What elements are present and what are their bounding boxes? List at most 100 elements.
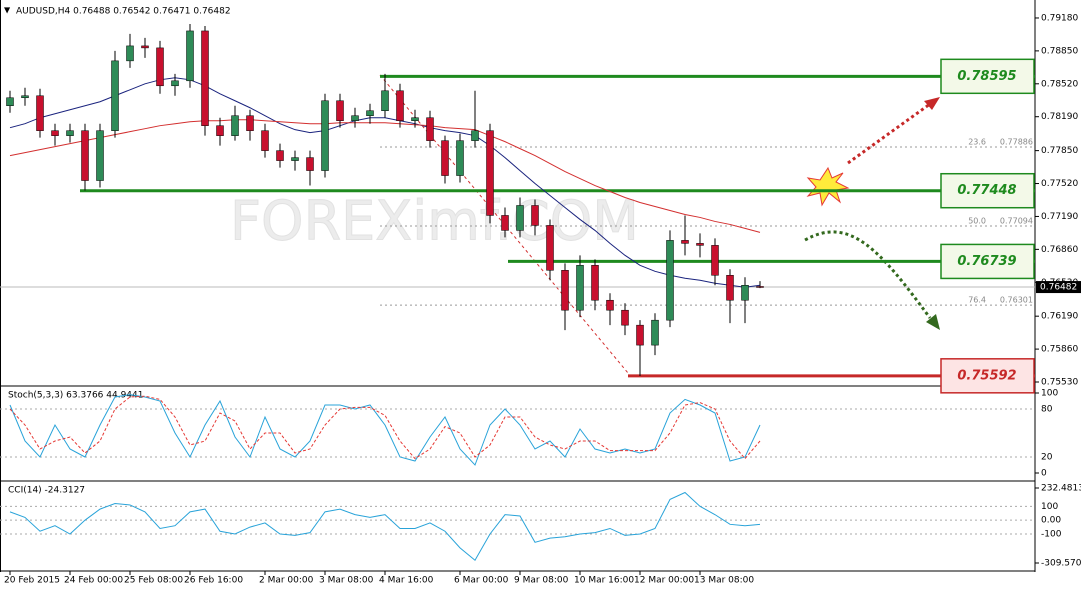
y-tick-label: 0.76190 [1041,312,1078,322]
y-tick-label: 0.78850 [1041,46,1078,56]
level-box [940,358,1035,394]
candle-body [81,130,89,181]
down-arrow-head [926,314,940,330]
candle-body [6,97,14,106]
x-tick-label: 26 Feb 16:00 [184,576,243,586]
candle-body [126,45,134,62]
level-box [940,172,1035,209]
y-tick-label: 0.77850 [1041,146,1078,156]
candle-body [681,240,689,244]
candle-body [186,30,194,82]
candle-body [291,157,299,161]
y-tick-label: 100 [1041,502,1058,512]
fib-price: 0.77886 [1000,138,1033,147]
candle-body [66,130,74,136]
x-tick-label: 4 Mar 16:00 [379,576,434,586]
breakout-star [806,166,850,207]
watermark: FOREXimf.COM [230,190,639,253]
candle-body [96,130,104,181]
candle-body [261,130,269,151]
candle-body [456,140,464,176]
candle-body [381,90,389,111]
y-tick-label: 0.75860 [1041,345,1078,355]
candle-body [516,205,524,231]
x-tick-label: 6 Mar 00:00 [454,576,509,586]
candle-body [591,265,599,301]
moving-average [9,119,761,233]
candle-body [576,265,584,311]
candle-body [636,324,644,346]
candle-body [726,275,734,301]
candle-body [216,125,224,136]
candle-body [321,100,329,171]
candle-body [111,60,119,131]
level-label: 0.75592 [957,368,1016,383]
candle-body [441,140,449,176]
current-price-box [1036,281,1081,294]
menu-marker: ▼ [4,6,11,15]
y-tick-label: 0.77190 [1041,212,1078,222]
x-tick-label: 10 Mar 16:00 [574,576,634,586]
candle-body [621,309,629,326]
candle-body [696,243,704,246]
fib-ratio: 50.0 [968,217,986,226]
y-tick-label: 80 [1041,405,1053,415]
y-tick-label: 232.4813 [1041,484,1081,494]
candle-body [21,95,29,99]
down-arrow [804,230,932,319]
cci-line [9,491,761,562]
candle-body [201,30,209,126]
candle-body [486,130,494,216]
candle-body [366,110,374,116]
candle-body [141,45,149,49]
candle-body [531,205,539,226]
fib-ratio: 23.6 [968,138,986,147]
x-tick-label: 9 Mar 08:00 [514,576,569,586]
stoch-main [9,394,761,466]
arrows [804,97,940,330]
x-tick-label: 3 Mar 08:00 [319,576,374,586]
x-tick-label: 13 Mar 08:00 [694,576,754,586]
y-tick-label: 0.75530 [1041,378,1078,388]
candle-body [561,270,569,311]
y-tick-label: -309.5705 [1041,559,1081,569]
moving-average [9,77,761,288]
fib-price: 0.76301 [1000,296,1033,305]
chart-title: AUDUSD,H4 0.76488 0.76542 0.76471 0.7648… [16,7,231,17]
candle-body [501,215,509,231]
up-arrow [847,102,931,165]
y-tick-label: -100 [1041,530,1062,540]
candle-body [246,115,254,131]
candle-body [711,245,719,276]
candle-body [651,319,659,346]
fib-ratio: 76.4 [968,296,986,305]
candle-body [396,90,404,121]
y-tick-label: 0.77520 [1041,179,1078,189]
up-arrow-head [924,97,940,110]
level-label: 0.77448 [957,183,1016,198]
candle-body [426,117,434,141]
y-tick-label: 20 [1041,453,1053,463]
level-label: 0.78595 [957,69,1016,84]
candle-body [756,286,764,288]
candle-body [351,115,359,121]
level-box [940,58,1035,95]
candle-body [606,299,614,311]
candle-body [156,47,164,87]
y-tick-label: 0.00 [1041,516,1061,526]
candle-body [336,100,344,121]
stoch-signal [9,395,761,460]
y-tick-label: 0.78190 [1041,112,1078,122]
candle-body [411,117,419,121]
y-tick-label: 0.79180 [1041,13,1078,23]
candle-body [546,225,554,271]
candle-body [276,150,284,161]
y-tick-label: 100 [1041,389,1058,399]
candle-body [171,80,179,87]
candle-body [741,285,749,301]
candle-body [36,95,44,131]
candle-body [231,115,239,136]
indicator-label: Stoch(5,3,3) 63.3766 44.9441 [8,391,143,401]
